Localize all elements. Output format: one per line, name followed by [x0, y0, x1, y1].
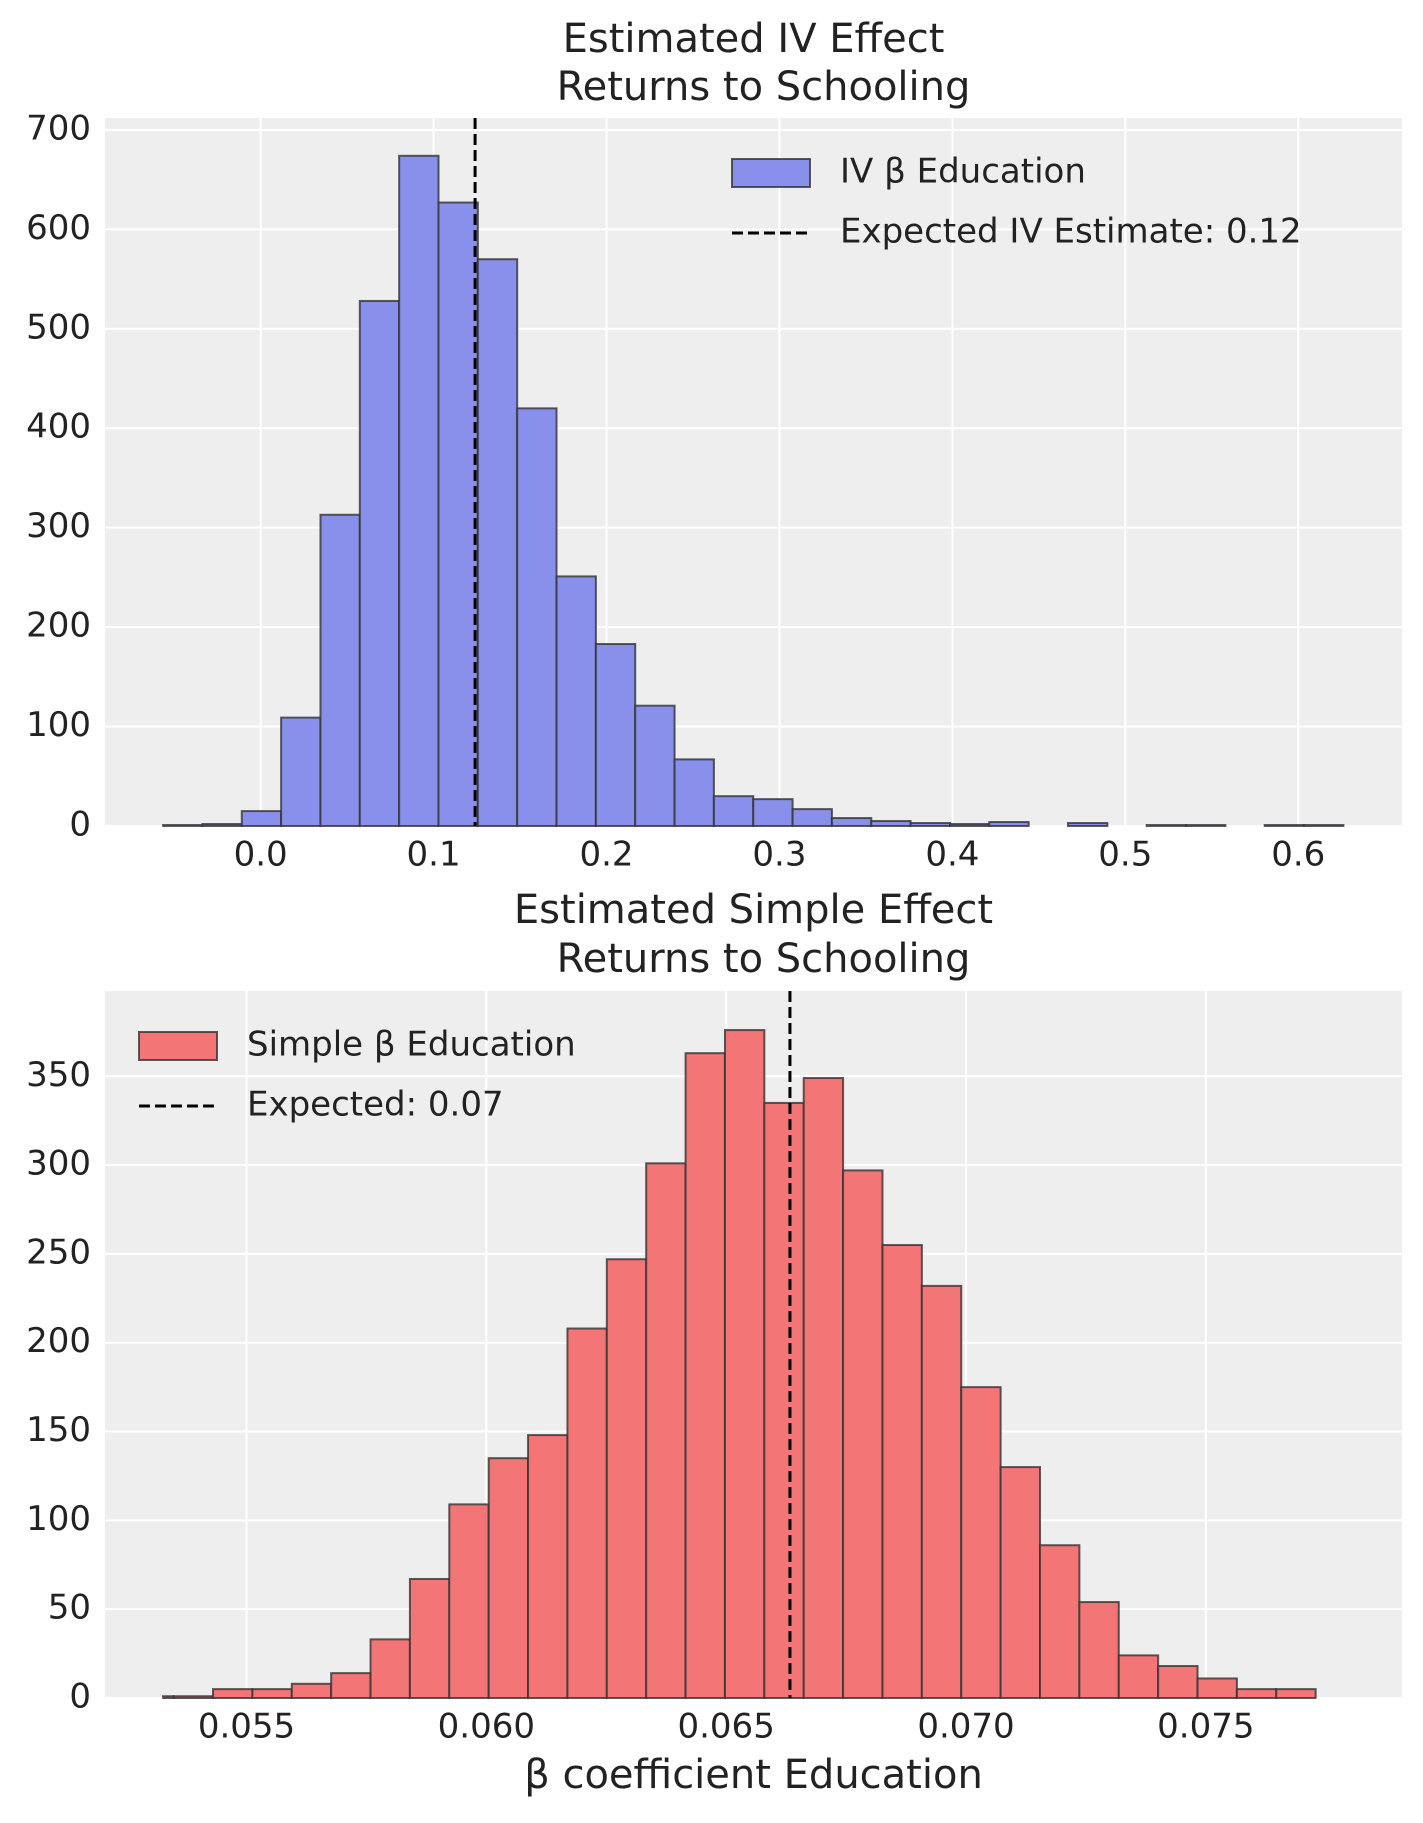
histogram-bar: [290, 1682, 333, 1699]
histogram-bar: [802, 1077, 845, 1699]
histogram-bar: [1066, 822, 1109, 827]
histogram-bar: [319, 513, 361, 827]
histogram-bar: [1275, 1688, 1317, 1699]
histogram-bar: [516, 407, 558, 827]
y-tick-label: 0: [69, 1677, 91, 1717]
y-tick-label: 0: [69, 805, 91, 845]
x-tick-label: 0.075: [1157, 1707, 1254, 1747]
y-tick-label: 600: [26, 208, 91, 248]
x-tick-label: 0.4: [925, 835, 979, 875]
x-tick-label: 0.6: [1271, 835, 1325, 875]
histogram-bar: [605, 1258, 648, 1699]
histogram-bar: [437, 201, 479, 828]
histogram-bar: [594, 643, 637, 827]
y-tick-label: 500: [26, 307, 91, 347]
histogram-bar: [870, 820, 912, 827]
x-tick-label: 0.5: [1098, 835, 1152, 875]
histogram-bar: [330, 1672, 372, 1699]
histogram-bar: [555, 575, 597, 827]
x-tick-label: 0.065: [677, 1707, 774, 1747]
histogram-bar: [881, 1244, 923, 1699]
histogram-bar: [280, 716, 322, 828]
histogram-bar: [1078, 1601, 1120, 1699]
histogram-bar: [842, 1169, 884, 1699]
y-tick-label: 700: [26, 108, 91, 148]
histogram-bar: [476, 258, 519, 827]
x-tick-label: 0.0: [234, 835, 288, 875]
y-tick-label: 300: [26, 506, 91, 546]
histogram-bar: [909, 822, 951, 827]
histogram-bar: [712, 795, 755, 827]
histogram-bar: [162, 824, 204, 827]
histogram-bar: [1263, 824, 1306, 827]
y-tick-label: 200: [26, 1321, 91, 1361]
histogram-bar: [162, 1695, 175, 1700]
histogram-bar: [1145, 824, 1188, 827]
histogram-bar: [645, 1162, 687, 1700]
histogram-bar: [920, 1284, 963, 1699]
histogram-bar: [1185, 824, 1227, 827]
chart-title: Returns to Schooling: [557, 936, 971, 982]
histogram-bar: [251, 1688, 293, 1699]
y-tick-label: 100: [26, 705, 91, 745]
y-tick-label: 50: [48, 1588, 91, 1628]
chart-title: Estimated IV Effect: [563, 16, 945, 62]
y-tick-label: 300: [26, 1144, 91, 1184]
histogram-bar: [408, 1577, 451, 1700]
histogram-bar: [398, 154, 440, 828]
histogram-bar: [369, 1638, 411, 1699]
x-tick-label: 0.2: [579, 835, 633, 875]
histogram-bar: [752, 798, 794, 827]
legend-swatch: [731, 158, 811, 188]
histogram-bar: [527, 1434, 569, 1699]
histogram-bar: [448, 1503, 490, 1700]
histogram-bar: [634, 704, 676, 827]
histogram-bar: [763, 1101, 805, 1700]
histogram-bar: [684, 1052, 726, 1699]
histogram-bar: [960, 1386, 1002, 1699]
histogram-bar: [988, 821, 1030, 827]
histogram-bar: [673, 758, 715, 827]
histogram-bar: [1157, 1665, 1199, 1700]
x-tick-label: 0.070: [917, 1707, 1014, 1747]
histogram-bar: [201, 823, 243, 827]
histogram-bar: [1117, 1654, 1160, 1699]
histogram-bar: [999, 1466, 1042, 1699]
histogram-bar: [487, 1457, 530, 1700]
histogram-bar: [212, 1688, 254, 1699]
legend-label: Expected IV Estimate: 0.12: [840, 212, 1302, 252]
histogram-bar: [1039, 1544, 1081, 1700]
chart-title: Returns to Schooling: [557, 64, 971, 110]
y-tick-label: 400: [26, 407, 91, 447]
x-tick-label: 0.1: [407, 835, 461, 875]
legend-label: IV β Education: [840, 152, 1086, 192]
chart-title: Estimated Simple Effect: [514, 887, 993, 933]
y-tick-label: 250: [26, 1232, 91, 1272]
y-tick-label: 350: [26, 1055, 91, 1095]
y-tick-label: 100: [26, 1499, 91, 1539]
histogram-bar: [723, 1029, 766, 1700]
y-tick-label: 150: [26, 1410, 91, 1450]
x-axis-label: β coefficient Education: [524, 1752, 983, 1798]
histogram-bar: [791, 808, 833, 828]
histogram-bar: [358, 299, 401, 827]
x-tick-label: 0.3: [752, 835, 806, 875]
x-tick-label: 0.055: [198, 1707, 295, 1747]
histogram-bar: [948, 823, 991, 827]
legend-swatch: [138, 1031, 218, 1061]
histogram-bar: [1196, 1677, 1238, 1700]
legend-label: Expected: 0.07: [247, 1085, 504, 1125]
histogram-bar: [1235, 1688, 1278, 1699]
histogram-bar: [240, 810, 283, 828]
x-tick-label: 0.060: [438, 1707, 535, 1747]
y-tick-label: 200: [26, 606, 91, 646]
histogram-bar: [830, 817, 873, 827]
histogram-bar: [1303, 824, 1345, 827]
histogram-bar: [172, 1695, 215, 1700]
histogram-bar: [566, 1327, 608, 1699]
legend-label: Simple β Education: [247, 1025, 576, 1065]
